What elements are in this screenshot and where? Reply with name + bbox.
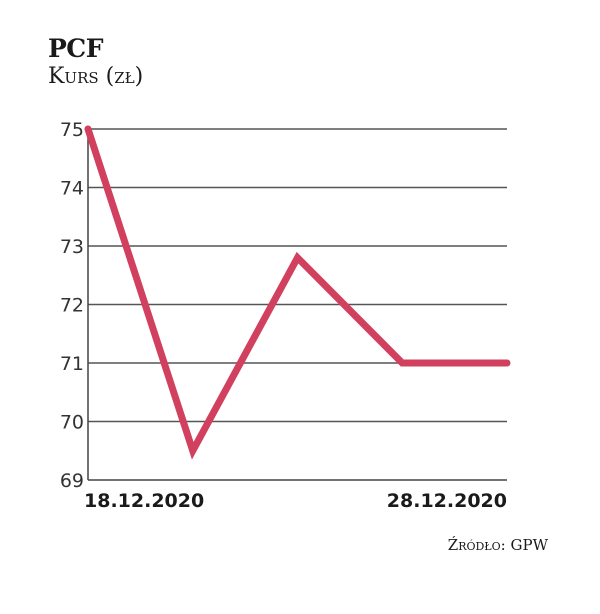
x-tick-label: 18.12.2020 [84,490,204,512]
y-tick-label: 72 [60,295,84,317]
chart-subtitle: Kurs (zł) [48,64,144,89]
y-tick-label: 74 [60,178,84,200]
chart-source: Źródło: GPW [447,536,548,554]
y-tick-label: 70 [60,412,84,434]
y-tick-label: 75 [60,119,84,141]
y-tick-label: 73 [60,236,84,258]
chart-title: PCF [48,34,103,63]
series-line [84,125,511,460]
y-tick-label: 69 [60,470,84,492]
y-tick-label: 71 [60,353,84,375]
x-tick-label: 28.12.2020 [387,490,507,512]
